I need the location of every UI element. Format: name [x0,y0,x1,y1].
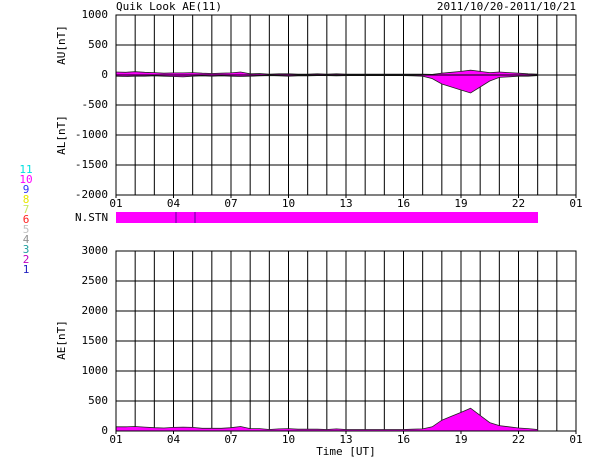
chart-title: Quik Look AE(11) [116,0,222,13]
station-legend-label: 10 [19,173,32,186]
y-axis-label: AU[nT] [55,25,68,65]
y-tick-label: -1000 [75,128,108,141]
x-tick-label: 01 [109,433,122,446]
y-tick-label: 1000 [82,364,109,377]
plot-frame [115,250,577,432]
x-tick-label: 07 [224,197,237,210]
station-legend-label: 2 [23,253,30,266]
station-legend-label: 1 [23,263,30,276]
station-legend-label: 9 [23,183,30,196]
x-tick-label: 16 [397,433,410,446]
nstn-label: N.STN [75,211,108,224]
station-legend-label: 5 [23,223,30,236]
x-tick-label: 10 [282,433,295,446]
station-legend-label: 3 [23,243,30,256]
x-tick-label: 04 [167,433,181,446]
y-tick-label: 500 [88,394,108,407]
station-legend-label: 11 [19,163,32,176]
x-tick-label: 13 [339,433,352,446]
x-tick-label: 16 [397,197,410,210]
y-tick-label: 0 [101,68,108,81]
line [115,69,538,75]
line [116,407,538,430]
nstn-bar [116,212,538,223]
x-tick-label: 19 [454,433,467,446]
y-tick-label: -500 [82,98,109,111]
area [116,75,538,93]
y-tick-label: 1000 [82,8,109,21]
line [115,75,538,94]
y-tick-label: -2000 [75,188,108,201]
y-tick-label: 3000 [82,244,109,257]
y-tick-label: 500 [88,38,108,51]
x-tick-label: 22 [512,433,525,446]
date-range: 2011/10/20-2011/10/21 [437,0,576,13]
area [116,408,538,431]
y-tick-label: -1500 [75,158,108,171]
station-legend-label: 7 [23,203,30,216]
x-axis-label: Time [UT] [316,445,376,458]
y-axis-label: AE[nT] [55,320,68,360]
y-tick-label: 0 [101,424,108,437]
x-tick-label: 01 [109,197,122,210]
station-legend-label: 6 [23,213,30,226]
area [116,70,538,75]
x-tick-label: 04 [167,197,181,210]
x-tick-label: 01 [569,433,582,446]
x-tick-label: 19 [454,197,467,210]
y-tick-label: 1500 [82,334,109,347]
x-tick-label: 01 [569,197,582,210]
x-tick-label: 22 [512,197,525,210]
station-legend-label: 8 [23,193,30,206]
x-tick-label: 10 [282,197,295,210]
y-tick-label: 2000 [82,304,109,317]
station-legend-label: 4 [23,233,30,246]
plot-frame [115,14,577,196]
y-tick-label: 2500 [82,274,109,287]
x-tick-label: 13 [339,197,352,210]
x-tick-label: 07 [224,433,237,446]
y-axis-label: AL[nT] [55,115,68,155]
